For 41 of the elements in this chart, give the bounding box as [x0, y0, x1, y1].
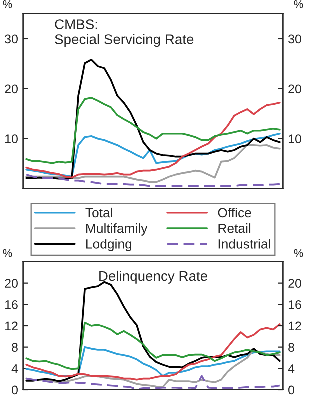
line-series	[26, 174, 281, 188]
legend-label: Retail	[218, 224, 251, 234]
y-tick-label: 8	[12, 343, 18, 352]
line-series	[26, 323, 281, 381]
y-tick-label: 20	[5, 84, 18, 94]
line-series	[26, 322, 281, 370]
line-series	[26, 102, 281, 179]
line-series	[26, 132, 281, 178]
text: CMBS: Special Servicing Rate	[55, 20, 194, 48]
y-tick-label: 20	[5, 279, 18, 288]
y2-axis-title: %	[294, 0, 304, 8]
y2-tick-label: 30	[288, 34, 302, 44]
y2-tick-label: 12	[288, 322, 302, 331]
line-series	[26, 97, 281, 164]
line-series	[26, 375, 281, 390]
y-axis-title: %	[3, 0, 12, 8]
y-tick-label: 0	[12, 386, 18, 395]
y2-tick-label: 0	[288, 386, 294, 395]
legend-label: Multifamily	[86, 224, 148, 236]
legend-label: Total	[86, 208, 112, 218]
y2-tick-label: 8	[288, 343, 294, 352]
line-series	[26, 144, 281, 184]
legend-label: Office	[218, 208, 252, 218]
y2-tick-label: 4	[288, 364, 295, 374]
line-series	[26, 349, 281, 388]
line-series	[26, 59, 281, 180]
legend-label: Industrial	[218, 239, 270, 249]
y2-axis-title: %	[294, 249, 304, 258]
y-tick-label: 10	[6, 134, 18, 144]
y-tick-label: 4	[12, 364, 18, 374]
line-series	[26, 346, 281, 378]
text: Delinquency Rate	[100, 270, 208, 284]
y-tick-label: 12	[6, 322, 18, 331]
y-tick-label: 30	[5, 34, 18, 44]
y2-tick-label: 20	[288, 279, 302, 288]
y-tick-label: 16	[6, 300, 18, 310]
y-axis-title: %	[3, 249, 12, 258]
legend-label: Lodging	[86, 239, 132, 252]
y2-tick-label: 16	[288, 300, 302, 310]
y2-tick-label: 10	[288, 134, 302, 144]
y2-tick-label: 20	[288, 84, 302, 94]
